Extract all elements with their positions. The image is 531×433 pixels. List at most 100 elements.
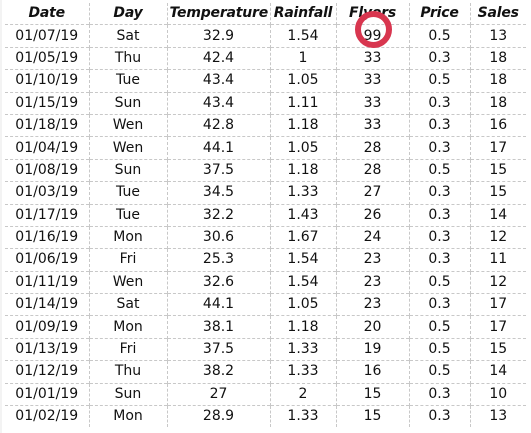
cell-rainfall[interactable]: 1 xyxy=(269,46,336,70)
cell-day[interactable]: Sun xyxy=(88,158,167,182)
header-temperature[interactable]: Temperature xyxy=(166,3,270,25)
cell-temperature[interactable]: 25.3 xyxy=(166,248,270,272)
cell-temperature[interactable]: 34.5 xyxy=(166,181,270,205)
cell-sales[interactable]: 18 xyxy=(469,91,526,115)
cell-price[interactable]: 0.5 xyxy=(408,24,470,48)
cell-temperature[interactable]: 32.9 xyxy=(166,24,270,48)
cell-rainfall[interactable]: 1.05 xyxy=(269,136,336,160)
cell-date[interactable]: 01/12/19 xyxy=(5,360,89,384)
cell-flyers[interactable]: 23 xyxy=(335,293,409,316)
header-date[interactable]: Date xyxy=(28,5,66,22)
cell-flyers[interactable]: 15 xyxy=(335,405,409,428)
cell-day[interactable]: Thu xyxy=(88,46,167,70)
cell-day[interactable]: Tue xyxy=(88,203,167,227)
cell-sales[interactable]: 17 xyxy=(469,315,526,339)
cell-flyers[interactable]: 23 xyxy=(335,270,409,294)
cell-flyers[interactable]: 23 xyxy=(335,248,409,272)
cell-sales[interactable]: 14 xyxy=(469,203,526,227)
cell-flyers[interactable]: 99 xyxy=(335,24,409,48)
cell-day[interactable]: Wen xyxy=(88,136,167,160)
cell-date[interactable]: 01/15/19 xyxy=(5,91,89,115)
cell-flyers[interactable]: 16 xyxy=(335,360,409,384)
cell-day[interactable]: Wen xyxy=(88,270,167,294)
cell-date[interactable]: 01/07/19 xyxy=(5,24,89,48)
cell-sales[interactable]: 14 xyxy=(469,360,526,384)
cell-sales[interactable]: 10 xyxy=(469,382,526,406)
cell-rainfall[interactable]: 1.05 xyxy=(269,69,336,93)
cell-price[interactable]: 0.5 xyxy=(408,315,470,339)
cell-temperature[interactable]: 28.9 xyxy=(166,405,270,428)
cell-temperature[interactable]: 37.5 xyxy=(166,158,270,182)
cell-rainfall[interactable]: 1.33 xyxy=(269,337,336,361)
cell-day[interactable]: Wen xyxy=(88,113,167,137)
cell-day[interactable]: Sun xyxy=(88,91,167,115)
cell-date[interactable]: 01/04/19 xyxy=(5,136,89,160)
cell-date[interactable]: 01/16/19 xyxy=(5,225,89,249)
cell-date[interactable]: 01/10/19 xyxy=(5,69,89,93)
cell-temperature[interactable]: 44.1 xyxy=(166,136,270,160)
header-price[interactable]: Price xyxy=(408,3,470,25)
cell-flyers[interactable]: 27 xyxy=(335,181,409,205)
cell-rainfall[interactable]: 1.43 xyxy=(269,203,336,227)
cell-rainfall[interactable]: 1.54 xyxy=(269,270,336,294)
cell-date[interactable]: 01/06/19 xyxy=(5,248,89,272)
cell-sales[interactable]: 17 xyxy=(469,136,526,160)
cell-rainfall[interactable]: 1.18 xyxy=(269,315,336,339)
cell-price[interactable]: 0.3 xyxy=(408,405,470,428)
cell-day[interactable]: Mon xyxy=(88,225,167,249)
cell-day[interactable]: Sun xyxy=(88,382,167,406)
cell-day[interactable]: Tue xyxy=(88,69,167,93)
cell-price[interactable]: 0.3 xyxy=(408,91,470,115)
cell-flyers[interactable]: 24 xyxy=(335,225,409,249)
cell-sales[interactable]: 13 xyxy=(469,405,526,428)
cell-price[interactable]: 0.3 xyxy=(408,203,470,227)
cell-price[interactable]: 0.3 xyxy=(408,181,470,205)
cell-sales[interactable]: 18 xyxy=(469,69,526,93)
cell-day[interactable]: Sat xyxy=(88,24,167,48)
cell-sales[interactable]: 11 xyxy=(469,248,526,272)
cell-date[interactable]: 01/13/19 xyxy=(5,337,89,361)
cell-price[interactable]: 0.5 xyxy=(408,270,470,294)
header-flyers[interactable]: Flyers xyxy=(335,3,409,25)
cell-day[interactable]: Sat xyxy=(88,293,167,316)
cell-sales[interactable]: 17 xyxy=(469,293,526,316)
cell-rainfall[interactable]: 1.33 xyxy=(269,405,336,428)
cell-rainfall[interactable]: 1.54 xyxy=(269,24,336,48)
cell-day[interactable]: Thu xyxy=(88,360,167,384)
cell-day[interactable]: Fri xyxy=(88,337,167,361)
cell-date[interactable]: 01/11/19 xyxy=(5,270,89,294)
cell-flyers[interactable]: 15 xyxy=(335,382,409,406)
cell-rainfall[interactable]: 1.33 xyxy=(269,181,336,205)
cell-date[interactable]: 01/17/19 xyxy=(5,203,89,227)
cell-sales[interactable]: 15 xyxy=(469,158,526,182)
cell-temperature[interactable]: 37.5 xyxy=(166,337,270,361)
cell-temperature[interactable]: 43.4 xyxy=(166,91,270,115)
cell-sales[interactable]: 18 xyxy=(469,46,526,70)
cell-price[interactable]: 0.3 xyxy=(408,46,470,70)
cell-flyers[interactable]: 33 xyxy=(335,113,409,137)
cell-price[interactable]: 0.3 xyxy=(408,136,470,160)
cell-price[interactable]: 0.5 xyxy=(408,337,470,361)
cell-sales[interactable]: 13 xyxy=(469,24,526,48)
cell-temperature[interactable]: 42.4 xyxy=(166,46,270,70)
cell-date[interactable]: 01/08/19 xyxy=(5,158,89,182)
cell-price[interactable]: 0.3 xyxy=(408,248,470,272)
cell-price[interactable]: 0.3 xyxy=(408,293,470,316)
cell-price[interactable]: 0.5 xyxy=(408,360,470,384)
header-day[interactable]: Day xyxy=(88,3,167,25)
cell-rainfall[interactable]: 1.18 xyxy=(269,113,336,137)
cell-temperature[interactable]: 32.6 xyxy=(166,270,270,294)
cell-rainfall[interactable]: 1.05 xyxy=(269,293,336,316)
cell-flyers[interactable]: 28 xyxy=(335,158,409,182)
cell-sales[interactable]: 15 xyxy=(469,337,526,361)
cell-price[interactable]: 0.3 xyxy=(408,225,470,249)
cell-temperature[interactable]: 38.2 xyxy=(166,360,270,384)
header-sales[interactable]: Sales xyxy=(469,3,526,25)
cell-flyers[interactable]: 33 xyxy=(335,91,409,115)
cell-temperature[interactable]: 38.1 xyxy=(166,315,270,339)
cell-date[interactable]: 01/03/19 xyxy=(5,181,89,205)
cell-day[interactable]: Tue xyxy=(88,181,167,205)
cell-rainfall[interactable]: 1.18 xyxy=(269,158,336,182)
header-rainfall[interactable]: Rainfall xyxy=(269,3,336,25)
cell-flyers[interactable]: 19 xyxy=(335,337,409,361)
